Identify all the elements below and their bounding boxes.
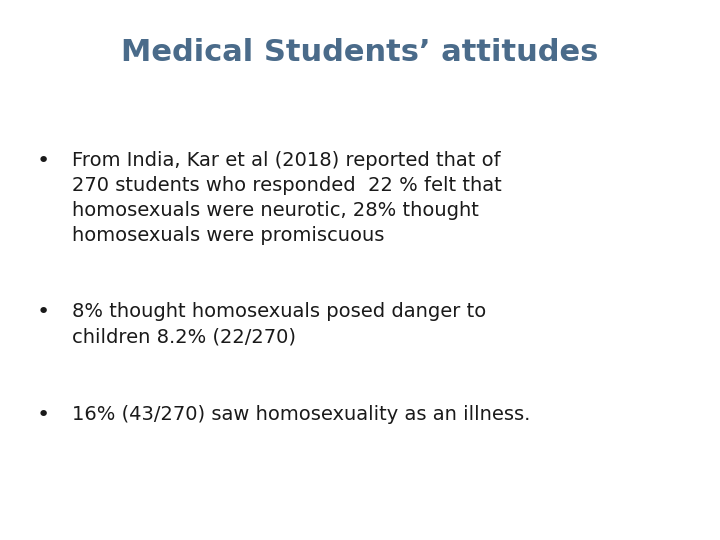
Text: From India, Kar et al (2018) reported that of
270 students who responded  22 % f: From India, Kar et al (2018) reported th… (72, 151, 502, 245)
Text: Medical Students’ attitudes: Medical Students’ attitudes (121, 38, 599, 67)
Text: 8% thought homosexuals posed danger to
children 8.2% (22/270): 8% thought homosexuals posed danger to c… (72, 302, 486, 346)
Text: •: • (37, 302, 50, 322)
Text: 16% (43/270) saw homosexuality as an illness.: 16% (43/270) saw homosexuality as an ill… (72, 405, 531, 424)
Text: •: • (37, 151, 50, 171)
Text: •: • (37, 405, 50, 425)
